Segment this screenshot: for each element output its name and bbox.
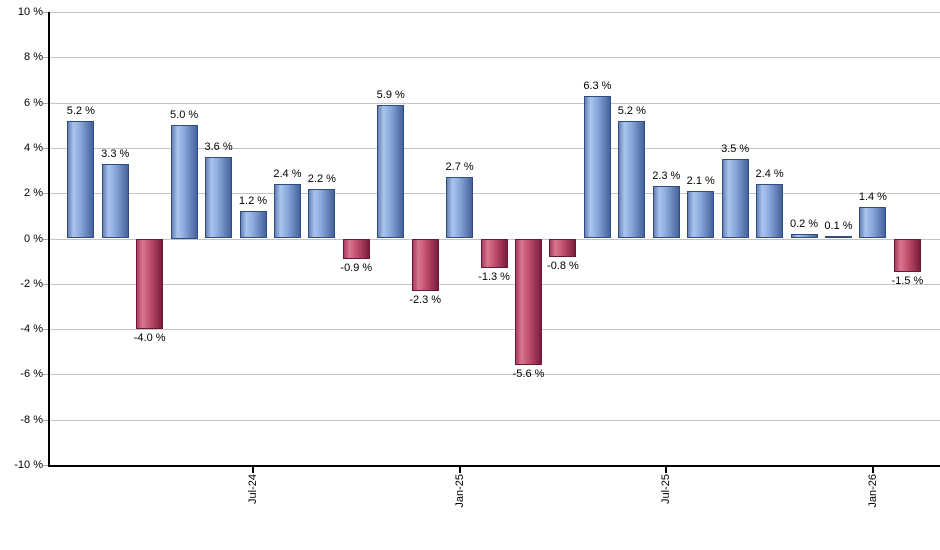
- bar-value-label: -2.3 %: [409, 293, 442, 306]
- y-tick-label: 4 %: [24, 141, 43, 154]
- bar-value-label: -0.9 %: [340, 261, 373, 274]
- y-tick-label: -4 %: [20, 323, 43, 336]
- bar-value-label: 2.2 %: [307, 172, 336, 185]
- y-axis-tick: [43, 238, 48, 240]
- x-tick-label: Jul-25: [660, 474, 673, 504]
- y-axis-tick: [43, 419, 48, 421]
- bar-positive: [446, 177, 474, 239]
- bar-value-label: -5.6 %: [512, 368, 545, 381]
- bar-positive: [170, 125, 198, 239]
- bar-value-label: 1.2 %: [238, 195, 268, 208]
- y-axis-tick: [43, 57, 48, 59]
- y-axis-tick: [43, 283, 48, 285]
- bar-negative: [480, 238, 508, 268]
- bar-value-label: 5.9 %: [376, 88, 405, 101]
- y-tick-label: 10 %: [17, 6, 43, 18]
- y-tick-label: -2 %: [20, 277, 43, 290]
- bar-value-label: 0.1 %: [824, 220, 853, 233]
- bar-negative: [136, 238, 164, 330]
- y-axis-tick: [43, 329, 48, 331]
- x-tick-label: Jan-26: [866, 474, 879, 508]
- bar-positive: [652, 186, 680, 239]
- bar-value-label: 5.2 %: [617, 104, 646, 117]
- y-tick-label: -8 %: [20, 413, 43, 426]
- y-axis-tick: [43, 102, 48, 104]
- bar-value-label: 3.5 %: [721, 143, 750, 156]
- x-axis-line: [48, 465, 940, 467]
- y-tick-label: 8 %: [24, 51, 43, 64]
- bar-value-label: 2.1 %: [686, 174, 715, 187]
- bar-value-label: -1.3 %: [478, 270, 510, 283]
- bar-positive: [790, 233, 818, 239]
- bar-positive: [377, 104, 405, 239]
- bar-value-label: 2.3 %: [652, 170, 681, 183]
- bar-positive: [67, 120, 95, 239]
- bar-negative: [515, 238, 543, 366]
- y-axis-tick: [43, 12, 48, 13]
- bar-value-label: 6.3 %: [583, 79, 612, 92]
- gridline: [48, 374, 940, 376]
- bar-positive: [273, 184, 301, 239]
- bar-positive: [859, 206, 887, 239]
- bar-negative: [342, 238, 370, 259]
- bar-value-label: 5.0 %: [170, 109, 199, 122]
- y-tick-label: 0 %: [24, 232, 43, 245]
- bar-value-label: 5.2 %: [66, 104, 95, 117]
- bar-value-label: -4.0 %: [133, 332, 166, 345]
- bar-negative: [893, 238, 921, 273]
- x-axis-tick: [458, 467, 461, 473]
- y-tick-label: -6 %: [20, 368, 43, 381]
- gridline: [48, 12, 940, 13]
- bar-positive: [721, 159, 749, 239]
- y-axis-line: [48, 12, 50, 466]
- y-tick-label: 6 %: [24, 96, 43, 109]
- bar-value-label: 2.4 %: [273, 168, 302, 181]
- bar-value-label: 0.2 %: [789, 217, 819, 230]
- gridline: [48, 193, 940, 195]
- bar-value-label: 2.7 %: [445, 161, 474, 174]
- bar-value-label: 1.4 %: [858, 190, 887, 203]
- y-axis-tick: [43, 147, 48, 149]
- bar-positive: [205, 156, 233, 239]
- x-tick-label: Jul-24: [247, 474, 259, 504]
- bar-positive: [618, 120, 646, 239]
- bar-positive: [824, 236, 852, 239]
- bar-value-label: -1.5 %: [891, 275, 924, 288]
- bar-value-label: 2.4 %: [755, 168, 784, 181]
- y-axis-tick: [43, 193, 48, 195]
- bar-positive: [756, 184, 784, 239]
- y-axis-tick: [43, 374, 48, 376]
- y-axis-tick: [43, 465, 48, 466]
- bar-value-label: 3.3 %: [101, 147, 130, 160]
- x-tick-label: Jan-25: [453, 474, 466, 508]
- bar-positive: [101, 163, 129, 239]
- bar-value-label: 3.6 %: [204, 140, 233, 153]
- gridline: [48, 57, 940, 59]
- bar-negative: [411, 238, 439, 291]
- bar-value-label: -0.8 %: [547, 259, 579, 272]
- bar-positive: [239, 211, 267, 239]
- y-tick-label: -10 %: [14, 459, 43, 471]
- bar-positive: [687, 190, 715, 239]
- bar-positive: [308, 188, 336, 239]
- x-axis-tick: [871, 467, 874, 473]
- gridline: [48, 329, 940, 331]
- gridline: [48, 102, 940, 104]
- gridline: [48, 419, 940, 421]
- bar-positive: [583, 95, 611, 239]
- x-axis-tick: [252, 467, 254, 473]
- y-tick-label: 2 %: [24, 187, 43, 200]
- gridline: [48, 283, 940, 285]
- bar-negative: [549, 238, 577, 257]
- x-axis-tick: [665, 467, 668, 473]
- gridline: [48, 147, 940, 149]
